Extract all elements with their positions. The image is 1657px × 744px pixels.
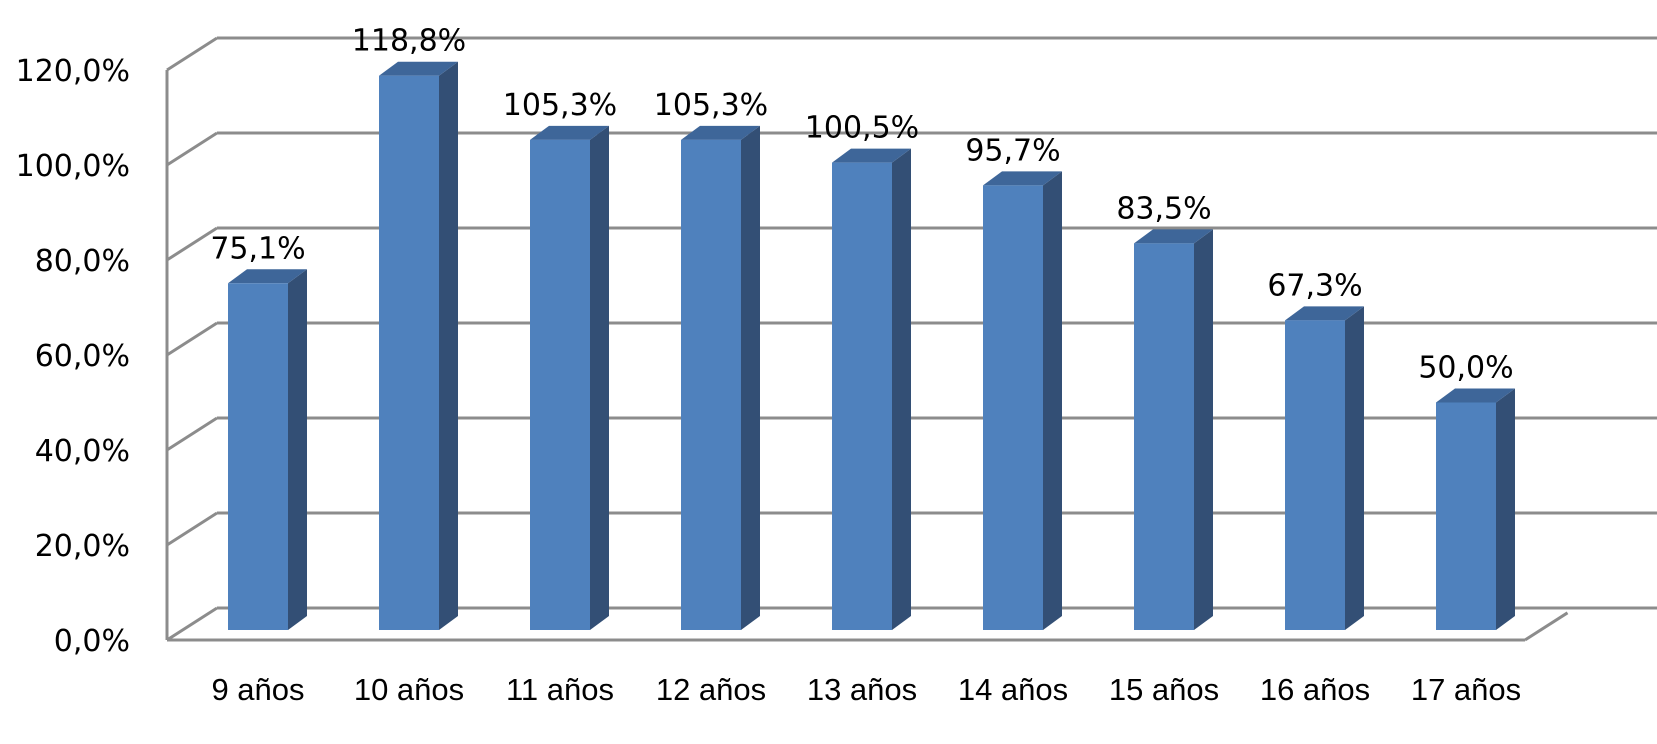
bar-top (379, 61, 458, 76)
bar-top (832, 148, 911, 163)
x-category-label: 13 años (807, 672, 917, 707)
data-label: 105,3% (503, 88, 617, 123)
bar (1285, 306, 1364, 630)
data-label: 50,0% (1418, 351, 1513, 386)
bar-side (590, 125, 609, 630)
bar-top (983, 171, 1062, 186)
y-tick-label: 20,0% (35, 529, 130, 564)
bar-front (983, 185, 1043, 631)
bars (228, 61, 1515, 631)
bar-side (288, 269, 307, 630)
bar-side (741, 125, 760, 630)
y-tick-label: 60,0% (35, 339, 130, 374)
data-labels: 75,1% 118,8% 105,3% 105,3% 100,5% 95,7% 83,5% 6… (210, 24, 1513, 386)
y-tick-label: 80,0% (35, 244, 130, 279)
data-label: 95,7% (965, 133, 1060, 168)
y-tick-label: 120,0% (16, 54, 130, 89)
floor-right-edge (1524, 611, 1569, 642)
data-label: 83,5% (1116, 191, 1211, 226)
data-label: 105,3% (654, 88, 768, 123)
y-axis (165, 70, 1569, 642)
bar-top (681, 125, 760, 140)
x-category-label: 17 años (1411, 672, 1521, 707)
bar-top (228, 269, 307, 284)
x-category-label: 12 años (656, 672, 766, 707)
bar (1134, 229, 1213, 630)
bar (681, 125, 760, 630)
bar-side (892, 148, 911, 630)
bar-side (1194, 229, 1213, 630)
gridline (166, 36, 1657, 72)
bar-front (1436, 402, 1496, 630)
y-tick-label: 100,0% (16, 149, 130, 184)
x-category-label: 14 años (958, 672, 1068, 707)
bar (1436, 388, 1515, 630)
data-label: 118,8% (352, 24, 466, 59)
bar-front (681, 139, 741, 630)
x-category-label: 11 años (506, 672, 614, 707)
bar-side (439, 61, 458, 630)
bar-front (379, 75, 439, 630)
bar (530, 125, 609, 630)
x-category-labels: 9 años 10 años 11 años 12 años 13 años 14 año… (211, 672, 1521, 707)
bar-top (530, 125, 609, 140)
bar-front (1134, 243, 1194, 630)
bar-front (1285, 320, 1345, 630)
bar-top (1436, 388, 1515, 403)
bar-top (1285, 306, 1364, 321)
bar (983, 171, 1062, 631)
y-tick-labels: 0,0% 20,0% 40,0% 60,0% 80,0% 100,0% 120,0% (16, 54, 130, 659)
data-label: 67,3% (1267, 268, 1362, 303)
bar-top (1134, 229, 1213, 244)
bar-front (228, 283, 288, 630)
x-category-label: 16 años (1260, 672, 1370, 707)
data-label: 100,5% (805, 111, 919, 146)
x-category-label: 15 años (1109, 672, 1219, 707)
x-category-label: 10 años (354, 672, 464, 707)
bar-side (1043, 171, 1062, 631)
y-tick-label: 40,0% (35, 434, 130, 469)
data-label: 75,1% (210, 231, 305, 266)
bar (379, 61, 458, 630)
bar-side (1496, 388, 1515, 630)
bar (832, 148, 911, 630)
bar-front (832, 162, 892, 630)
x-category-label: 9 años (211, 672, 304, 707)
bar (228, 269, 307, 630)
y-tick-label: 0,0% (54, 624, 130, 659)
bar-side (1345, 306, 1364, 630)
bar-front (530, 139, 590, 630)
